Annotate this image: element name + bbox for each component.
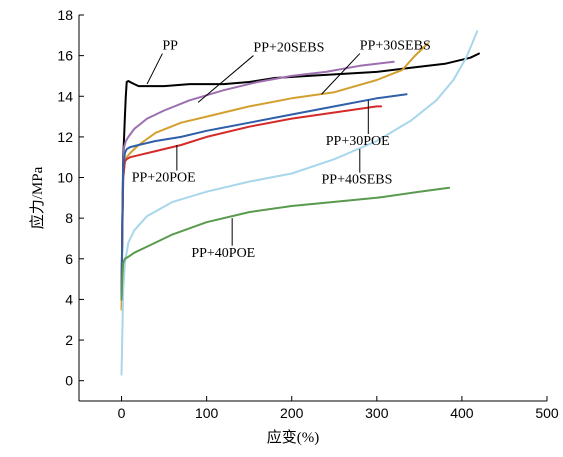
series-label: PP+40SEBS: [322, 173, 393, 188]
label-leader-line: [321, 53, 361, 95]
series-line-pp: [120, 52, 480, 301]
y-tick-label: 6: [65, 251, 73, 267]
y-tick-label: 10: [57, 170, 73, 186]
y-tick-label: 18: [57, 7, 73, 23]
y-tick-label: 14: [57, 88, 73, 104]
series-label: PP+40POE: [191, 246, 255, 261]
series-label: PP+30SEBS: [360, 39, 431, 54]
y-axis-title: 应力/MPa: [28, 166, 46, 229]
series-layer: [120, 30, 480, 376]
x-tick-label: 300: [365, 405, 389, 421]
series-line-pp-20sebs: [120, 60, 395, 301]
series-label: PP: [162, 39, 178, 54]
x-tick-label: 0: [118, 405, 126, 421]
x-tick-label: 200: [280, 405, 304, 421]
label-leader-line: [146, 53, 163, 85]
series-line-pp-40poe: [120, 186, 451, 301]
series-label: PP+20SEBS: [253, 41, 324, 56]
annotation-layer: PP PP+20SEBS PP+30SEBS PP+30POE PP+20POE PP+4…: [132, 39, 431, 261]
y-tick-label: 16: [57, 48, 73, 64]
x-axis-title: 应变(%): [267, 428, 320, 446]
x-tick-label: 100: [195, 405, 219, 421]
y-tick-label: 8: [65, 210, 73, 226]
x-tick-label: 500: [535, 405, 559, 421]
y-tick-label: 2: [65, 332, 73, 348]
axes-layer: 0 2 4 6 8 10 12 14 16 18 0 100 200 300 400 500: [57, 7, 558, 421]
series-line-pp-40sebs: [120, 30, 479, 376]
y-tick-label: 0: [65, 373, 73, 389]
y-tick-label: 12: [57, 129, 73, 145]
x-tick-label: 400: [450, 405, 474, 421]
y-tick-label: 4: [65, 291, 73, 307]
series-label: PP+20POE: [132, 171, 196, 186]
series-line-pp-30poe: [120, 93, 408, 301]
label-leader-line: [197, 55, 254, 103]
series-label: PP+30POE: [326, 134, 390, 149]
